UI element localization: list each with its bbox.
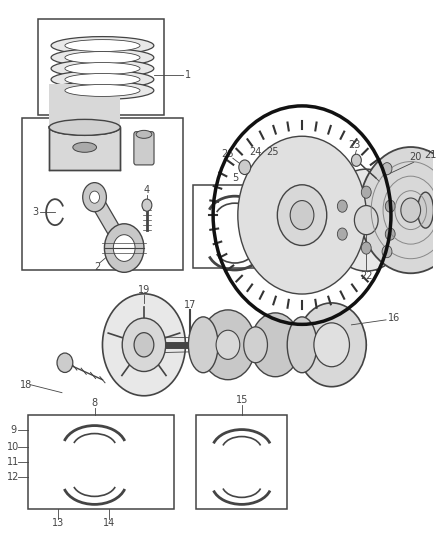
Text: 17: 17 (184, 300, 197, 310)
Ellipse shape (287, 317, 317, 373)
Circle shape (134, 333, 154, 357)
Text: 16: 16 (388, 313, 400, 323)
Circle shape (382, 246, 392, 257)
Circle shape (277, 185, 327, 246)
Circle shape (401, 198, 420, 222)
Circle shape (102, 294, 185, 396)
Circle shape (290, 200, 314, 230)
Text: 11: 11 (7, 457, 20, 467)
Ellipse shape (65, 84, 140, 96)
Circle shape (354, 206, 378, 235)
FancyBboxPatch shape (134, 132, 154, 165)
Bar (196, 415, 287, 510)
Text: 8: 8 (92, 398, 98, 408)
Circle shape (142, 199, 152, 211)
Ellipse shape (65, 62, 140, 75)
Circle shape (239, 160, 251, 174)
Text: 19: 19 (138, 285, 150, 295)
Circle shape (104, 224, 144, 272)
Text: 7: 7 (289, 250, 295, 260)
Text: 25: 25 (266, 147, 279, 157)
Text: 9: 9 (11, 425, 17, 434)
Circle shape (90, 191, 99, 203)
Text: 2: 2 (95, 262, 101, 272)
Circle shape (385, 200, 395, 212)
Ellipse shape (200, 310, 256, 379)
Ellipse shape (314, 323, 350, 367)
Text: 14: 14 (103, 518, 116, 528)
Polygon shape (88, 193, 130, 252)
Circle shape (325, 169, 408, 271)
Ellipse shape (51, 37, 154, 54)
Circle shape (385, 228, 395, 240)
Ellipse shape (244, 327, 268, 363)
Ellipse shape (297, 303, 366, 386)
Ellipse shape (65, 74, 140, 85)
Text: 22: 22 (360, 271, 372, 281)
Text: 13: 13 (52, 518, 64, 528)
Circle shape (122, 318, 166, 372)
Text: 18: 18 (20, 379, 32, 390)
Text: 10: 10 (7, 441, 20, 451)
Text: 5: 5 (232, 173, 238, 183)
Circle shape (361, 186, 371, 198)
Ellipse shape (188, 317, 218, 373)
Circle shape (238, 136, 366, 294)
Text: 1: 1 (185, 70, 191, 80)
Ellipse shape (73, 142, 96, 152)
Ellipse shape (51, 82, 154, 100)
Text: 20: 20 (410, 152, 422, 162)
Circle shape (359, 147, 438, 273)
Bar (193, 185, 277, 268)
Bar (28, 415, 173, 510)
Bar (22, 118, 184, 270)
Text: 23: 23 (348, 140, 360, 150)
Bar (49, 84, 120, 127)
Circle shape (337, 228, 347, 240)
Bar (38, 19, 164, 116)
Circle shape (337, 200, 347, 212)
Ellipse shape (136, 131, 152, 139)
Ellipse shape (49, 119, 120, 135)
Circle shape (351, 154, 361, 166)
Ellipse shape (51, 60, 154, 77)
Text: 3: 3 (32, 207, 39, 217)
Text: 6: 6 (289, 213, 295, 223)
Circle shape (216, 330, 240, 359)
Ellipse shape (251, 313, 300, 377)
Ellipse shape (51, 70, 154, 88)
Circle shape (382, 163, 392, 175)
Ellipse shape (65, 39, 140, 52)
Ellipse shape (49, 119, 120, 135)
Circle shape (57, 353, 73, 373)
Text: 21: 21 (424, 150, 437, 160)
Text: 4: 4 (144, 185, 150, 195)
Text: 12: 12 (7, 472, 20, 482)
Bar (49, 127, 120, 170)
Circle shape (83, 183, 106, 212)
Ellipse shape (51, 49, 154, 67)
Circle shape (113, 235, 135, 261)
Ellipse shape (65, 52, 140, 63)
Ellipse shape (418, 192, 434, 228)
Text: 15: 15 (236, 394, 248, 405)
Text: 24: 24 (249, 147, 262, 157)
Circle shape (361, 242, 371, 254)
Text: 26: 26 (222, 149, 234, 159)
